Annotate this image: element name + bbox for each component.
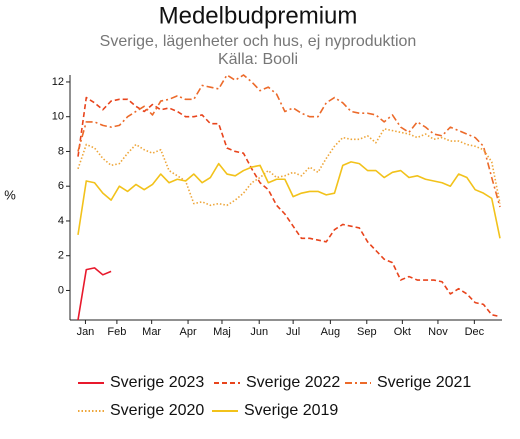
x-tick-label: Apr [179,326,196,338]
y-tick-label: 0 [58,284,64,296]
x-tick-label: Feb [107,326,126,338]
series-line [77,161,501,239]
chart-title: Medelbudpremium [159,2,358,29]
x-tick-label: Sep [357,326,377,338]
x-tick-label: Mar [142,326,161,338]
y-tick-label: 8 [58,145,64,157]
legend-label: Sverige 2021 [377,374,471,391]
x-tick-label: Jul [286,326,300,338]
x-tick-label: Nov [428,326,448,338]
y-tick-label: 4 [58,215,64,227]
series-line [77,96,501,318]
x-tick-label: Jun [250,326,268,338]
y-tick-label: 10 [52,111,64,123]
y-tick-label: 12 [52,76,64,88]
legend-label: Sverige 2022 [246,374,340,391]
chart-source: Källa: Booli [218,51,298,68]
y-axis-label: % [4,187,16,202]
y-tick-label: 2 [58,250,64,262]
x-tick-label: Aug [321,326,341,338]
series-line [77,128,501,207]
legend-label: Sverige 2020 [110,402,204,419]
legend-label: Sverige 2023 [110,374,204,391]
y-tick-label: 6 [58,180,64,192]
x-tick-label: Jan [77,326,95,338]
x-tick-label: Okt [394,326,411,338]
legend-label: Sverige 2019 [244,402,338,419]
x-tick-label: Dec [465,326,485,338]
series-line [77,267,112,321]
x-tick-label: Maj [213,326,231,338]
chart-subtitle: Sverige, lägenheter och hus, ej nyproduk… [100,33,417,50]
